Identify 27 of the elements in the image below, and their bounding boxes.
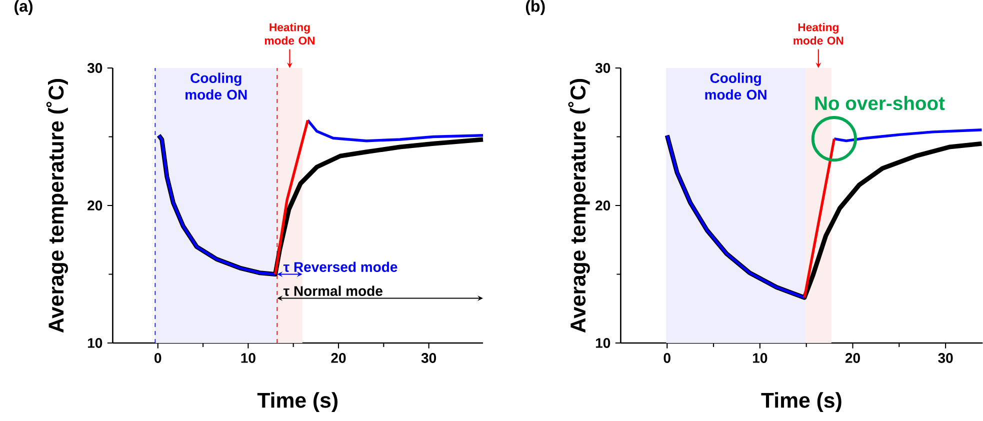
chart-title: (a): [14, 0, 33, 15]
x-axis-title: Time (s): [257, 392, 338, 412]
chart-title: (b): [526, 0, 545, 15]
x-tick-label: 10: [753, 353, 768, 363]
y-axis-title: Average temperature (˚C): [568, 78, 590, 333]
annotation: τ Normal mode: [283, 286, 382, 296]
band-label: Cooling mode ON: [705, 72, 766, 100]
x-axis-title: Time (s): [761, 392, 842, 412]
y-axis-title: Average temperature (˚C): [46, 78, 68, 333]
x-tick-label: 20: [845, 353, 860, 363]
y-tick-label: 10: [596, 338, 610, 348]
y-tick-label: 20: [596, 200, 610, 210]
x-tick-label: 30: [421, 353, 436, 363]
x-tick-label: 10: [241, 353, 256, 363]
y-tick-label: 20: [88, 200, 102, 210]
y-tick-label: 30: [87, 63, 102, 73]
annotation: No over-shoot: [815, 96, 945, 110]
x-tick-label: 0: [664, 353, 670, 363]
y-tick-label: 30: [595, 63, 610, 73]
x-tick-label: 20: [331, 353, 346, 363]
x-tick-label: 30: [938, 353, 953, 363]
y-tick-label: 10: [88, 338, 102, 348]
annotation: τ Reversed mode: [283, 262, 398, 272]
band-label: Cooling mode ON: [186, 72, 247, 100]
band-label: Heating mode ON: [264, 22, 314, 45]
x-tick-label: 0: [154, 353, 162, 363]
band-label: Heating mode ON: [794, 22, 844, 45]
